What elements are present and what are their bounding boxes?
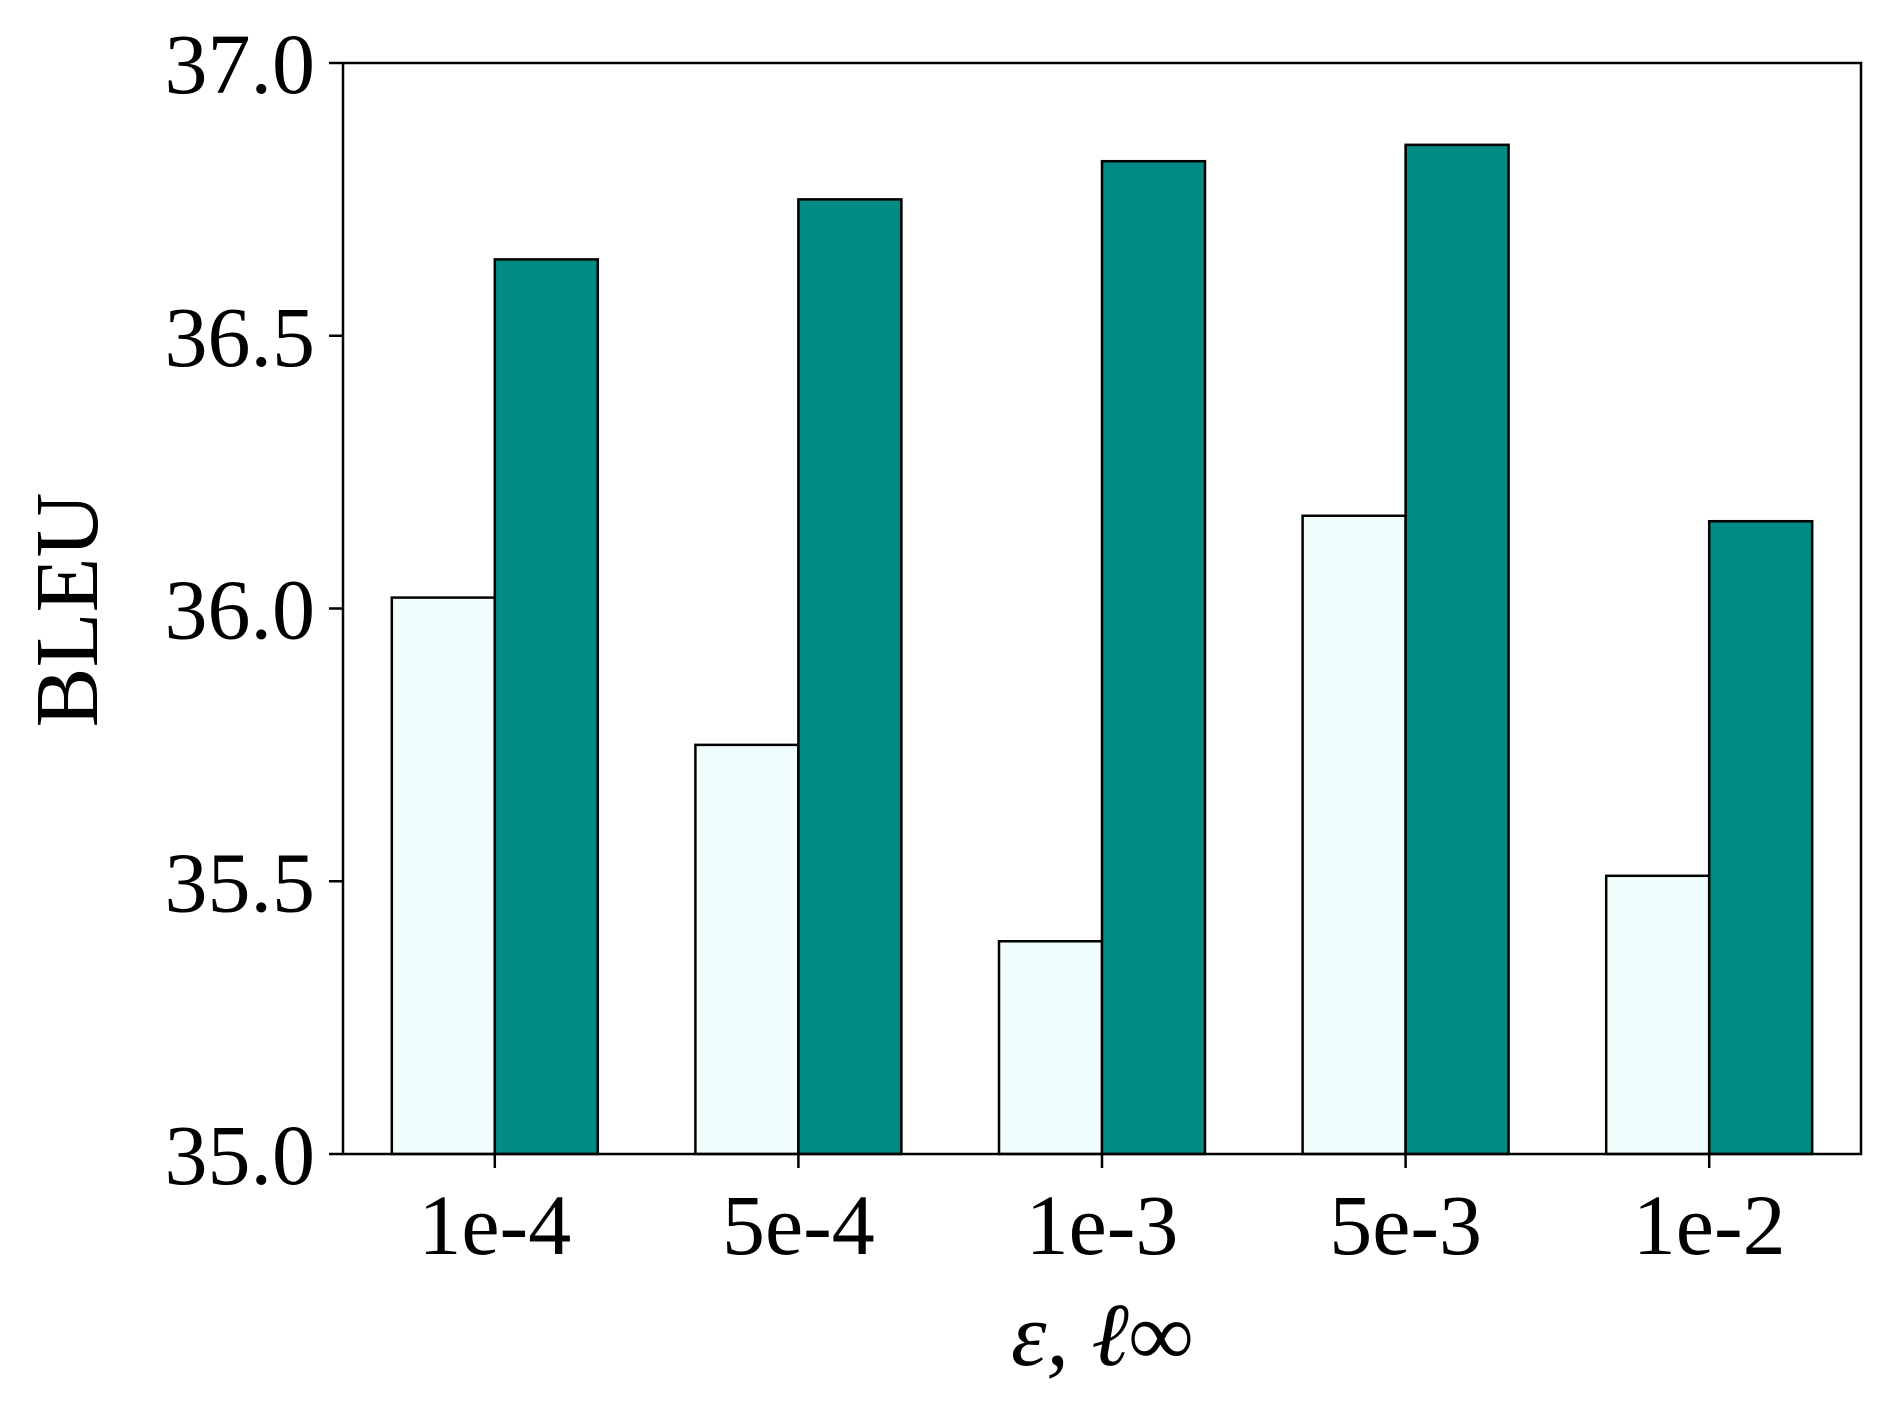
bar-1e-3-series-1 [997,940,1104,1156]
x-tick-label: 5e-4 [722,1177,875,1273]
y-axis-title: BLEU [18,493,117,728]
bar-1e-4-series-2 [493,258,600,1156]
y-tick-label: 36.5 [165,289,316,385]
bars-group [390,143,1814,1156]
bar-1e-3-series-2 [1100,159,1207,1156]
bar-1e-4-series-1 [390,596,497,1156]
bar-1e-2-series-2 [1707,519,1814,1156]
y-tick-label: 37.0 [165,16,316,112]
bar-5e-4-series-1 [694,743,800,1156]
y-tick-label: 36.0 [165,562,316,658]
y-tick-label: 35.5 [165,834,316,930]
x-tick-label: 1e-2 [1633,1177,1786,1273]
y-ticks-group: 35.0 35.5 36.0 36.5 37.0 [165,16,343,1203]
x-axis-title: ε, ℓ∞ [1011,1286,1193,1385]
bar-5e-3-series-1 [1301,514,1407,1156]
x-tick-label: 1e-3 [1026,1177,1179,1273]
bar-5e-4-series-2 [797,198,903,1156]
plot-frame [341,61,1863,1156]
x-tick-label: 1e-4 [418,1177,571,1273]
bar-1e-2-series-1 [1604,874,1711,1156]
bar-5e-3-series-2 [1404,143,1510,1156]
y-tick-label: 35.0 [165,1107,316,1203]
x-ticks-group: 1e-4 5e-4 1e-3 5e-3 1e-2 [418,1154,1786,1273]
x-tick-label: 5e-3 [1329,1177,1482,1273]
